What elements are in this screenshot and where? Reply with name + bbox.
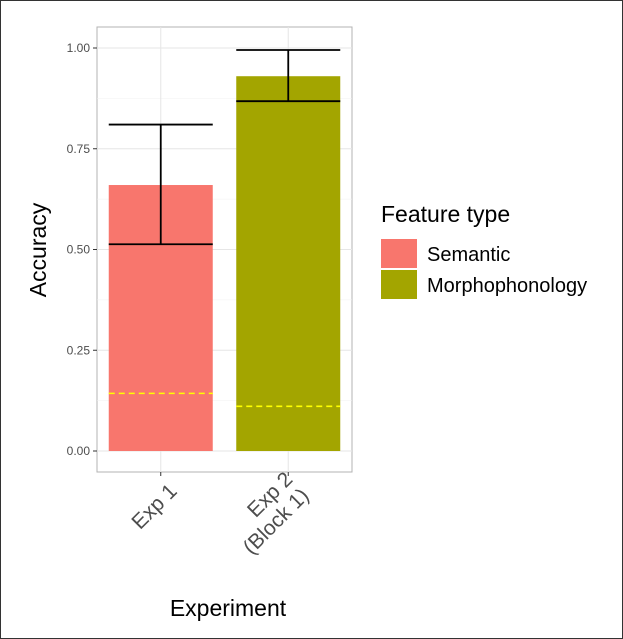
x-tick-label: Exp 2(Block 1): [222, 468, 313, 559]
error-bars: [108, 49, 341, 246]
y-tick-label: 0.75: [67, 142, 91, 156]
x-tick-label-line: Exp 1: [127, 480, 181, 534]
legend-title: Feature type: [381, 201, 510, 227]
legend-key-morphophonology: [381, 270, 417, 299]
legend-key-semantic: [381, 239, 417, 268]
y-tick-label: 0.50: [67, 243, 91, 257]
y-axis-ticks: 0.00 0.25 0.50 0.75 1.00: [67, 41, 97, 458]
bar-morphophonology: [236, 76, 341, 452]
bars: [108, 76, 341, 452]
x-axis-ticks: Exp 1 Exp 2(Block 1): [127, 468, 313, 559]
x-tick-label: Exp 1: [127, 480, 181, 534]
y-axis-title: Accuracy: [25, 202, 51, 297]
x-axis-title: Experiment: [170, 595, 287, 621]
y-tick-label: 0.00: [67, 444, 91, 458]
y-tick-label: 0.25: [67, 343, 91, 357]
legend-label-semantic: Semantic: [427, 244, 510, 266]
y-tick-label: 1.00: [67, 41, 91, 55]
legend-label-morphophonology: Morphophonology: [427, 275, 587, 297]
legend: Feature type Semantic Morphophonology: [381, 201, 587, 299]
chance-lines: [108, 392, 341, 408]
